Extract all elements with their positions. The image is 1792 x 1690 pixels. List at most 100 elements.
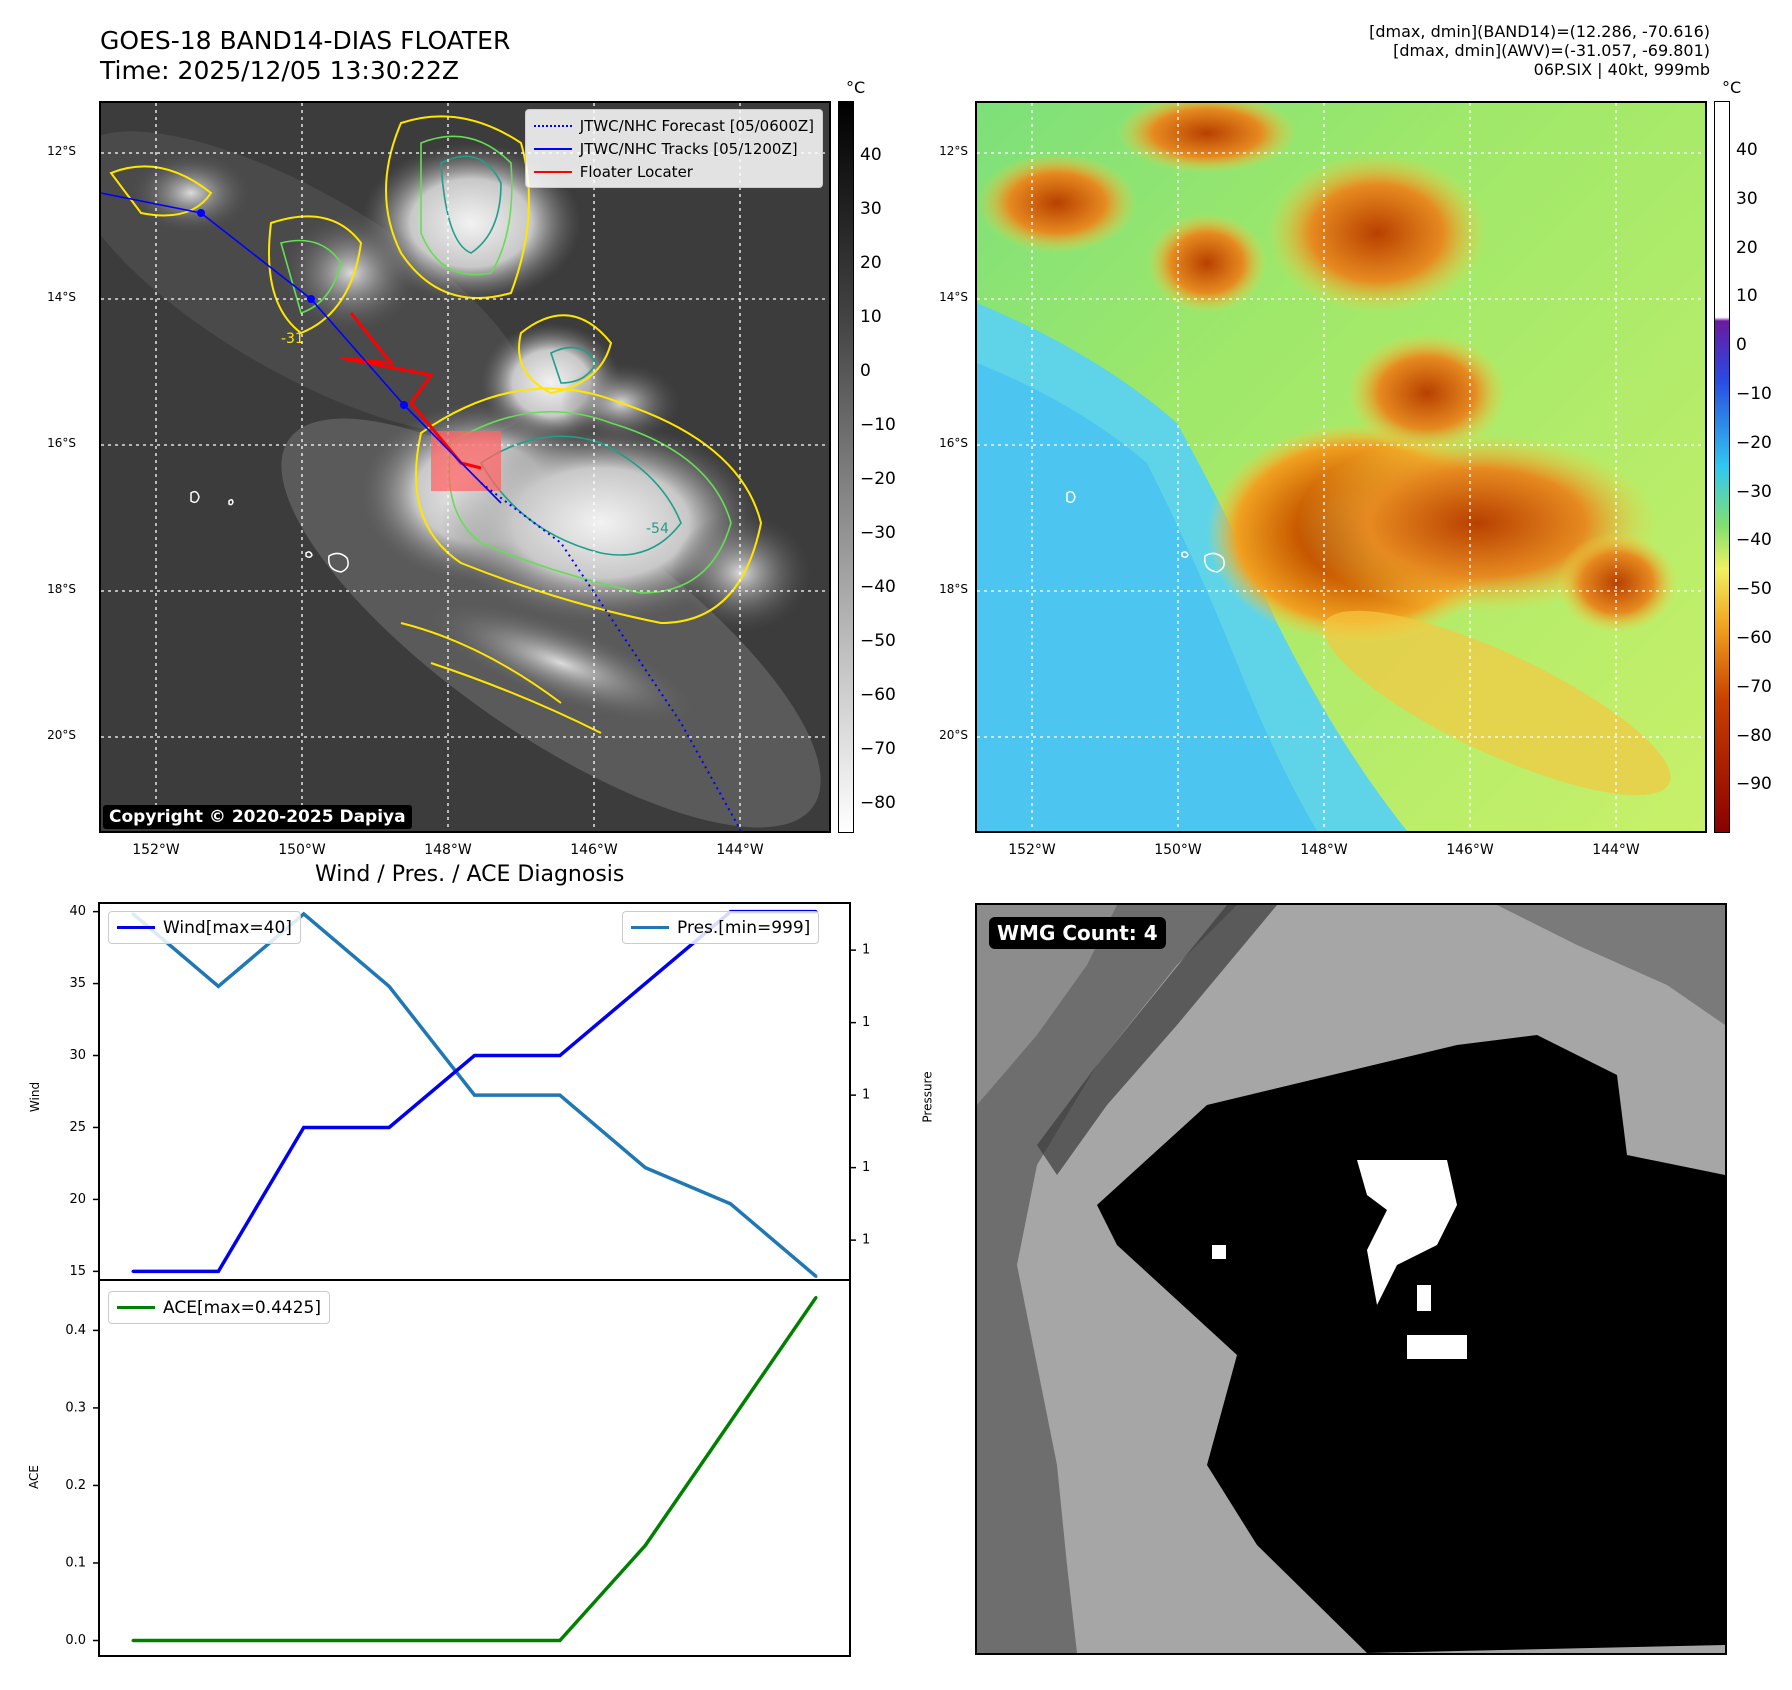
pressure-tick-label: 1002: [862, 1160, 870, 1175]
wind-point: [643, 982, 647, 986]
ace-tick-label: 0.3: [65, 1400, 86, 1415]
wind-point: [302, 1125, 306, 1129]
ace-legend-row: ACE[max=0.4425]: [117, 1296, 321, 1319]
awv-map-image: [977, 103, 1705, 831]
colorbar-left-tick: 20: [860, 253, 882, 273]
colorbar-left-tick: −60: [860, 685, 896, 705]
legend-tracks-swatch: [533, 147, 572, 150]
lat-label-20s: 20°S: [47, 728, 76, 742]
lat-label-12s: 12°S: [47, 144, 76, 158]
colorbar-right-tick: −10: [1736, 384, 1772, 404]
track-point: [197, 209, 205, 217]
pressure-axis-ticks: 1008 1006 1004 1002 1000: [850, 943, 870, 1248]
copyright-badge: Copyright © 2020-2025 Dapiya: [103, 805, 412, 829]
legend-forecast-swatch: [533, 124, 572, 127]
lon-label-144w: 144°W: [716, 842, 764, 858]
lat-label-right-12s: 12°S: [939, 144, 968, 158]
wind-tick-label: 30: [69, 1048, 86, 1063]
colorbar-right: [1714, 101, 1730, 833]
pressure-point: [643, 1166, 647, 1170]
colorbar-left-unit: °C: [846, 78, 866, 97]
colorbar-right-tick: −70: [1736, 676, 1772, 697]
ace-legend-swatch: [117, 1306, 155, 1309]
colorbar-right-unit: °C: [1722, 78, 1742, 97]
awv-map-panel: [975, 101, 1707, 833]
wind-tick-label: 15: [69, 1264, 86, 1279]
colorbar-left-tick: −50: [860, 631, 896, 651]
pressure-axis-label: Pressure: [920, 1071, 935, 1123]
ace-point: [558, 1638, 562, 1642]
pressure-point: [558, 1093, 562, 1097]
colorbar-right-tick: −60: [1736, 628, 1772, 648]
pressure-point: [729, 1202, 733, 1206]
legend-locater-swatch: [533, 170, 572, 173]
colorbar-right-tick: 30: [1736, 188, 1758, 209]
ir-map-panel: -31 -54 Copyright: [99, 101, 831, 833]
figure-title-line2: Time: 2025/12/05 13:30:22Z: [100, 56, 459, 85]
ace-points: [131, 1295, 818, 1642]
wind-point: [131, 1269, 135, 1273]
figure-title-line1: GOES-18 BAND14-DIAS FLOATER: [100, 26, 511, 55]
lon-label-right-148w: 148°W: [1300, 842, 1348, 858]
stats-block: [dmax, dmin](BAND14)=(12.286, -70.616) […: [1110, 22, 1710, 79]
colorbar-left-tick: −80: [860, 793, 896, 813]
legend-forecast-label: JTWC/NHC Forecast [05/0600Z]: [579, 116, 814, 135]
lon-label-148w: 148°W: [424, 842, 472, 858]
lon-label-right-152w: 152°W: [1008, 842, 1056, 858]
colorbar-left-tick: −30: [860, 523, 896, 543]
colorbar-left-tick: 0: [860, 361, 871, 381]
wind-legend-label: Wind[max=40]: [163, 917, 292, 938]
pressure-tick-label: 1008: [862, 943, 870, 958]
ace-axis-ticks: 0.4 0.3 0.2 0.1 0.0: [65, 1323, 99, 1648]
wind-axis-label: Wind: [28, 1081, 43, 1113]
ace-point: [216, 1638, 220, 1642]
ace-point: [473, 1638, 476, 1642]
pressure-legend-swatch: [631, 926, 669, 929]
wind-axis-ticks: 40 35 30 25 20 15: [69, 904, 99, 1279]
wmg-image: [977, 905, 1725, 1653]
ace-point: [814, 1295, 818, 1299]
wind-legend: Wind[max=40]: [108, 911, 301, 944]
map-legend: JTWC/NHC Forecast [05/0600Z] JTWC/NHC Tr…: [524, 109, 823, 188]
colorbar-right-tick: −50: [1736, 579, 1772, 600]
wmg-panel: WMG Count: 4: [975, 903, 1727, 1655]
wind-point: [558, 1054, 562, 1058]
wind-tick-label: 40: [69, 904, 86, 919]
lon-label-right-146w: 146°W: [1446, 842, 1494, 858]
lat-label-14s: 14°S: [47, 290, 76, 304]
ir-map-image: -31 -54: [101, 103, 829, 831]
wind-tick-label: 20: [69, 1192, 86, 1207]
legend-locater-label: Floater Locater: [579, 162, 693, 181]
wind-point: [473, 1054, 476, 1058]
colorbar-left-tick: 10: [860, 307, 882, 327]
pressure-tick-label: 1000: [862, 1233, 870, 1248]
pressure-point: [387, 984, 391, 988]
lat-label-18s: 18°S: [47, 582, 76, 596]
ace-legend: ACE[max=0.4425]: [108, 1291, 330, 1324]
pressure-point: [814, 1274, 818, 1278]
lat-label-16s: 16°S: [47, 436, 76, 450]
wmg-count-badge: WMG Count: 4: [989, 917, 1166, 949]
ace-point: [729, 1419, 733, 1423]
lon-label-152w: 152°W: [132, 842, 180, 858]
colorbar-right-tick: −20: [1736, 432, 1772, 453]
ace-tick-label: 0.4: [65, 1323, 86, 1338]
pressure-tick-label: 1004: [862, 1088, 870, 1103]
wind-point: [216, 1269, 220, 1273]
track-point: [400, 401, 408, 409]
pressure-legend: Pres.[min=999]: [622, 911, 820, 944]
colorbar-right-tick: −40: [1736, 530, 1772, 551]
colorbar-right-tick: −80: [1736, 725, 1772, 746]
colorbar-right-tick: 10: [1736, 286, 1758, 307]
lat-label-right-20s: 20°S: [939, 728, 968, 742]
ace-axes-frame: [98, 1279, 851, 1657]
wind-tick-label: 25: [69, 1120, 86, 1135]
stats-awv: [dmax, dmin](AWV)=(-31.057, -69.801): [1393, 41, 1710, 60]
colorbar-right-tick: 20: [1736, 237, 1758, 258]
ace-point: [302, 1638, 306, 1642]
diagnosis-chart: 40 35 30 25 20 15 1008 1006 1004 1002 1000 0.4 0.3…: [65, 902, 870, 1657]
lon-label-146w: 146°W: [570, 842, 618, 858]
diagnosis-title: Wind / Pres. / ACE Diagnosis: [315, 862, 625, 887]
ace-axis-label: ACE: [26, 1465, 41, 1489]
pressure-legend-label: Pres.[min=999]: [677, 917, 811, 938]
